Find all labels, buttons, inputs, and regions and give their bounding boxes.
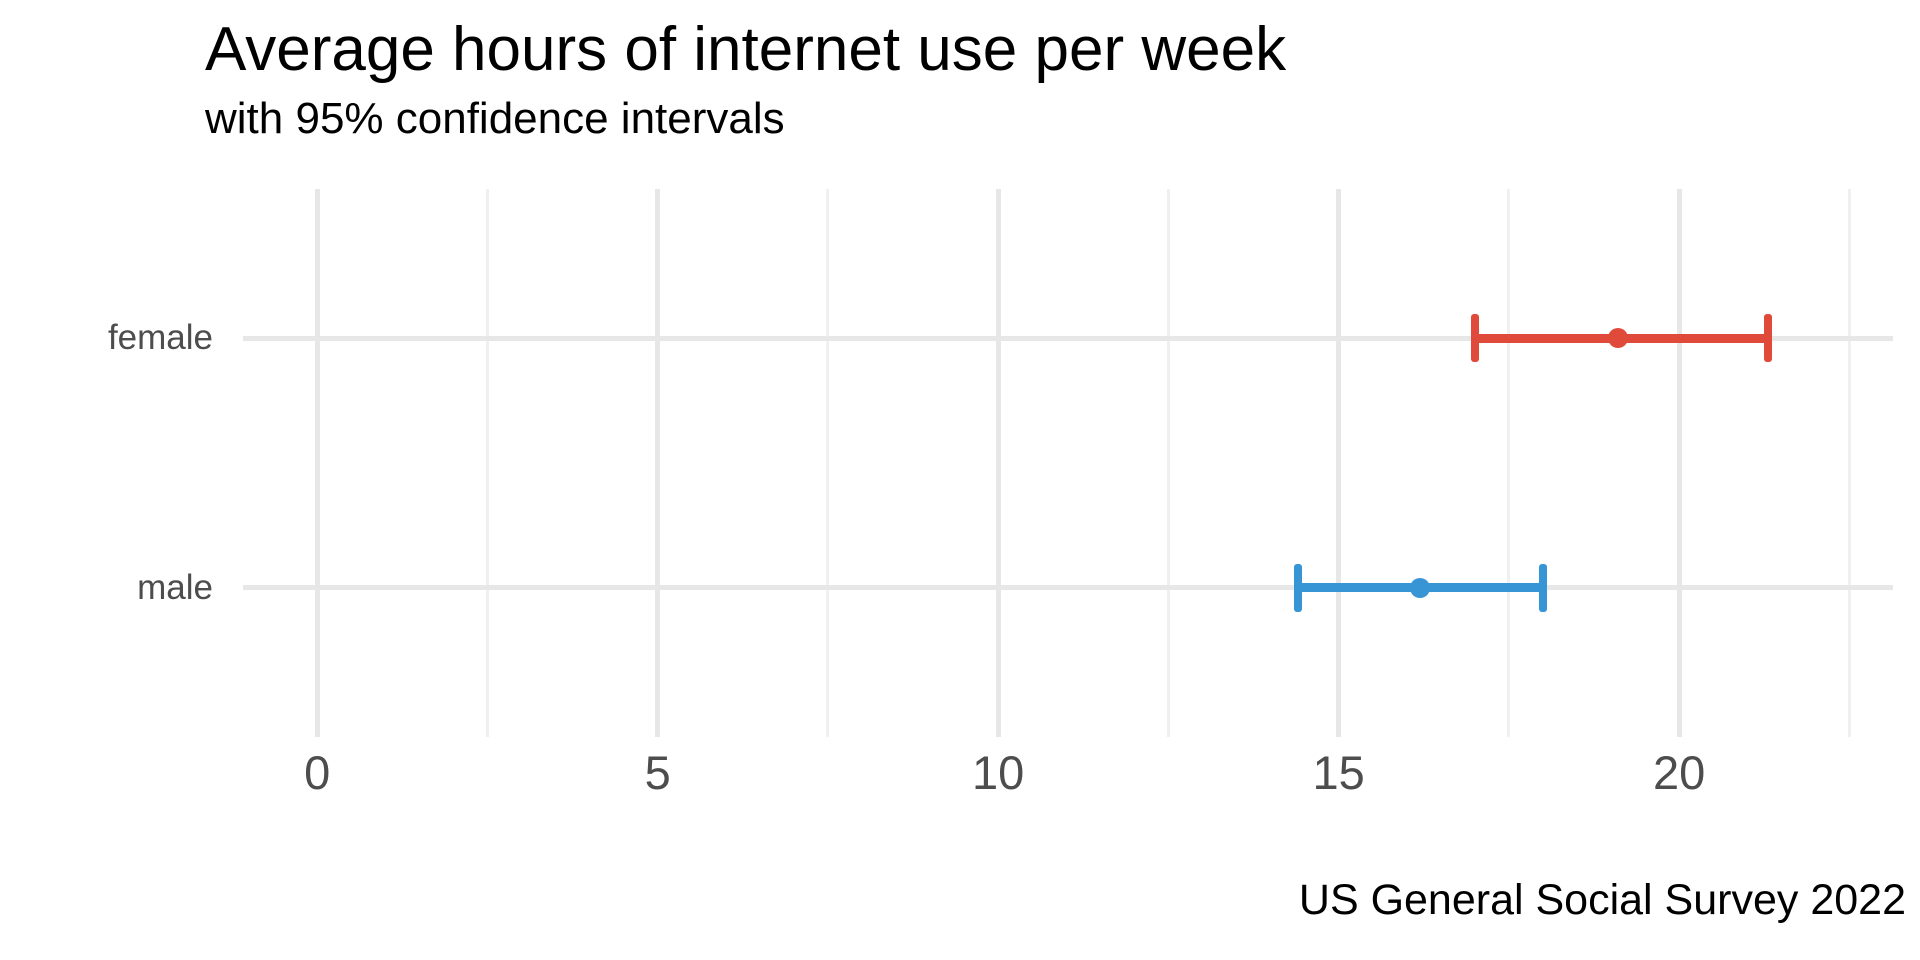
gridline-major <box>314 189 320 737</box>
ci-cap-high-female <box>1763 314 1772 363</box>
ci-cap-low-female <box>1470 314 1479 363</box>
mean-point-male <box>1410 577 1431 598</box>
x-tick-label-5: 5 <box>644 746 671 799</box>
gridline-minor <box>485 189 489 737</box>
chart-subtitle: with 95% confidence intervals <box>205 94 785 143</box>
x-tick-label-15: 15 <box>1312 746 1365 799</box>
gridline-row <box>243 585 1893 591</box>
y-axis-label-female: female <box>107 318 213 358</box>
x-tick-label-0: 0 <box>304 746 331 799</box>
gridline-row <box>243 335 1893 341</box>
y-axis-label-male: male <box>137 567 213 607</box>
gridline-minor <box>1166 189 1170 737</box>
x-tick-label-10: 10 <box>972 746 1025 799</box>
plot-panel <box>243 189 1893 737</box>
gridline-major <box>1676 189 1682 737</box>
gridline-major <box>995 189 1001 737</box>
ci-cap-high-male <box>1538 563 1547 612</box>
gridline-major <box>1336 189 1342 737</box>
mean-point-female <box>1607 328 1628 349</box>
chart-title: Average hours of internet use per week <box>205 15 1287 84</box>
chart-caption: US General Social Survey 2022 <box>1298 876 1906 924</box>
x-tick-label-20: 20 <box>1653 746 1706 799</box>
ci-cap-low-male <box>1293 563 1302 612</box>
gridline-minor <box>826 189 830 737</box>
gridline-major <box>655 189 661 737</box>
gridline-minor <box>1507 189 1511 737</box>
gridline-minor <box>1847 189 1851 737</box>
